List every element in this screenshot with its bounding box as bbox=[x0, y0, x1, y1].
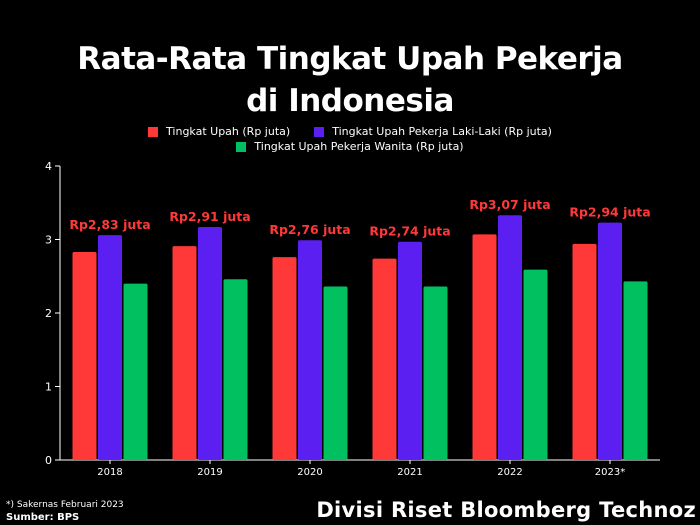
data-label: Rp2,94 juta bbox=[569, 205, 650, 220]
data-label: Rp2,83 juta bbox=[69, 217, 150, 232]
x-tick-label: 2022 bbox=[497, 467, 522, 478]
bar-1 bbox=[598, 222, 622, 460]
bar-0 bbox=[272, 257, 297, 460]
y-tick-label: 3 bbox=[45, 234, 52, 247]
legend-row-1: Tingkat Upah (Rp juta) Tingkat Upah Peke… bbox=[0, 124, 700, 139]
bar-0 bbox=[372, 258, 397, 460]
data-label: Rp2,91 juta bbox=[169, 209, 250, 224]
bar-2 bbox=[323, 286, 348, 460]
data-label: Rp2,74 juta bbox=[369, 224, 450, 239]
legend-label-male: Tingkat Upah Pekerja Laki-Laki (Rp juta) bbox=[332, 125, 552, 138]
source-label: Sumber: BPS bbox=[6, 512, 80, 523]
legend-label-total: Tingkat Upah (Rp juta) bbox=[166, 125, 291, 138]
x-tick-label: 2021 bbox=[397, 467, 422, 478]
bar-0 bbox=[172, 246, 197, 460]
legend-row-2: Tingkat Upah Pekerja Wanita (Rp juta) bbox=[0, 139, 700, 154]
bar-2 bbox=[423, 286, 448, 460]
bar-0 bbox=[572, 243, 597, 460]
bar-1 bbox=[98, 235, 122, 460]
y-tick-label: 4 bbox=[45, 160, 52, 173]
legend-swatch-female bbox=[236, 141, 247, 152]
bar-1 bbox=[498, 215, 522, 460]
footnote: *) Sakernas Februari 2023 bbox=[6, 500, 124, 510]
chart-legend: Tingkat Upah (Rp juta) Tingkat Upah Peke… bbox=[0, 124, 700, 154]
legend-swatch-total bbox=[148, 126, 159, 137]
data-label: Rp3,07 juta bbox=[469, 197, 550, 212]
bar-0 bbox=[72, 251, 97, 460]
legend-swatch-male bbox=[314, 126, 325, 137]
legend-item-male: Tingkat Upah Pekerja Laki-Laki (Rp juta) bbox=[314, 125, 552, 138]
y-tick-label: 1 bbox=[45, 381, 52, 394]
legend-item-total: Tingkat Upah (Rp juta) bbox=[148, 125, 290, 138]
x-tick-label: 2020 bbox=[297, 467, 322, 478]
chart-title-line1: Rata-Rata Tingkat Upah Pekerja bbox=[77, 41, 623, 77]
y-tick-label: 0 bbox=[45, 454, 52, 467]
data-label: Rp2,76 juta bbox=[269, 222, 350, 237]
legend-item-female: Tingkat Upah Pekerja Wanita (Rp juta) bbox=[236, 140, 464, 153]
bar-1 bbox=[198, 227, 222, 460]
chart-title: Rata-Rata Tingkat Upah Pekerja di Indone… bbox=[0, 38, 700, 122]
bar-1 bbox=[298, 240, 322, 460]
credit-label: Divisi Riset Bloomberg Technoz bbox=[316, 498, 696, 522]
bar-2 bbox=[523, 269, 548, 460]
bar-1 bbox=[398, 241, 422, 460]
x-tick-label: 2018 bbox=[97, 467, 122, 478]
x-tick-label: 2019 bbox=[197, 467, 222, 478]
bar-2 bbox=[123, 283, 148, 460]
chart-title-line2: di Indonesia bbox=[246, 83, 454, 119]
legend-label-female: Tingkat Upah Pekerja Wanita (Rp juta) bbox=[254, 140, 464, 153]
bar-2 bbox=[623, 281, 648, 460]
bar-0 bbox=[472, 234, 497, 460]
y-tick-label: 2 bbox=[45, 307, 52, 320]
bar-2 bbox=[223, 279, 248, 460]
x-tick-label: 2023* bbox=[595, 467, 625, 478]
